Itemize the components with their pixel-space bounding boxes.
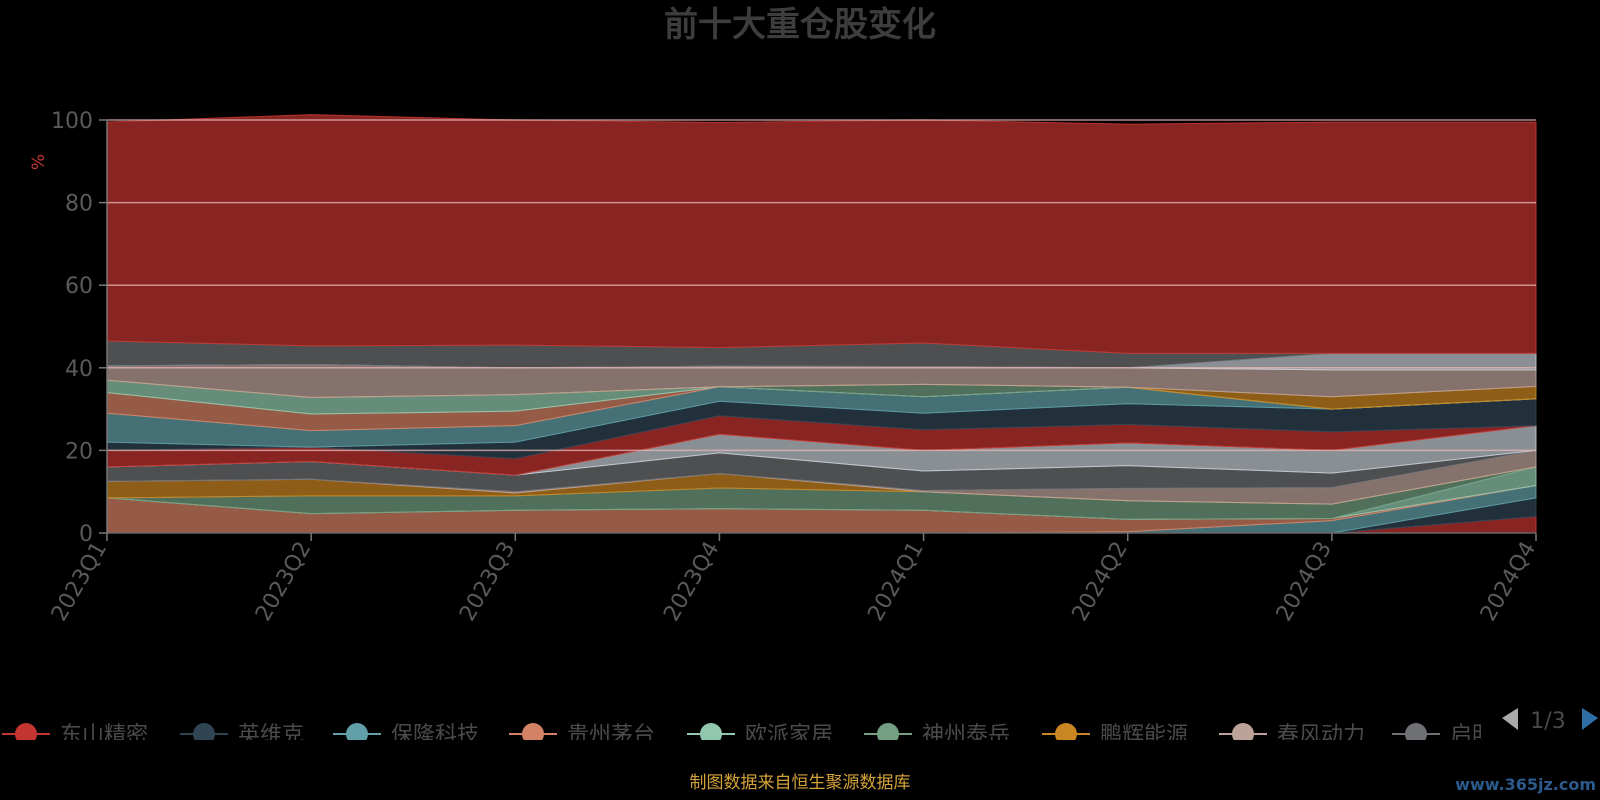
series-area-20[interactable] (106, 114, 1537, 354)
y-axis: 0 20 40 60 80 100 (51, 109, 1536, 547)
legend-item[interactable]: 东山精密 (2, 723, 148, 748)
legend-marker-icon (1232, 723, 1254, 740)
legend-label: 启明星辰 (1450, 723, 1538, 748)
legend-label: 东山精密 (60, 723, 148, 748)
legend-item[interactable]: 启明星辰 (1392, 723, 1538, 748)
y-tick-label: 100 (51, 109, 93, 134)
legend-prev-icon[interactable] (1502, 708, 1518, 730)
y-tick-label: 40 (65, 357, 93, 382)
chart-title: 前十大重仓股变化 (664, 5, 936, 45)
y-tick-label: 20 (65, 439, 93, 464)
legend-marker-icon (15, 723, 37, 740)
x-tick-label: 2024Q4 (1476, 538, 1541, 626)
legend-label: 神州泰岳 (922, 723, 1010, 748)
legend-marker-icon (1405, 723, 1427, 740)
y-tick-label: 0 (79, 522, 93, 547)
y-tick-label: 60 (65, 274, 93, 299)
legend-item[interactable]: 欧派家居 (687, 723, 833, 748)
legend-item[interactable]: 鹏辉能源 (1042, 723, 1188, 748)
legend-page-indicator: 1/3 (1530, 709, 1565, 734)
x-tick-label: 2023Q4 (659, 538, 724, 626)
legend-label: 春风动力 (1277, 723, 1365, 748)
legend-marker-icon (700, 723, 722, 740)
watermark: www.365jz.com (1455, 775, 1596, 794)
legend-label: 欧派家居 (745, 723, 833, 748)
legend-items: 东山精密 英维克 保隆科技 贵州茅台 欧派家居 神州泰岳 鹏辉能源 春风动力 启明星辰 (2, 723, 1538, 748)
x-tick-label: 2024Q2 (1068, 538, 1133, 626)
legend-marker-icon (193, 723, 215, 740)
legend-label: 贵州茅台 (567, 723, 655, 748)
legend-next-icon[interactable] (1582, 708, 1598, 730)
x-tick-label: 2023Q1 (47, 538, 112, 626)
legend-label: 保隆科技 (391, 723, 479, 748)
x-axis: 2023Q1 2023Q2 2023Q3 2023Q4 2024Q1 2024Q2 2024… (47, 533, 1541, 626)
y-tick-label: 80 (65, 192, 93, 217)
legend-label: 英维克 (238, 723, 304, 748)
y-axis-label: % (29, 154, 49, 170)
legend: 东山精密 英维克 保隆科技 贵州茅台 欧派家居 神州泰岳 鹏辉能源 春风动力 启明星辰 (2, 723, 1538, 748)
x-tick-label: 2024Q3 (1272, 538, 1337, 626)
plot-area (106, 114, 1537, 534)
legend-pager: 1/3 (1502, 708, 1598, 734)
data-source-note: 制图数据来自恒生聚源数据库 (690, 773, 911, 793)
legend-item[interactable]: 英维克 (180, 723, 304, 748)
x-tick-label: 2023Q3 (455, 538, 520, 626)
legend-item[interactable]: 贵州茅台 (509, 723, 655, 748)
legend-item[interactable]: 神州泰岳 (864, 723, 1010, 748)
x-tick-label: 2024Q1 (863, 538, 928, 626)
legend-marker-icon (1055, 723, 1077, 740)
x-tick-label: 2023Q2 (251, 538, 316, 626)
legend-marker-icon (877, 723, 899, 740)
legend-label: 鹏辉能源 (1100, 723, 1188, 748)
legend-marker-icon (522, 723, 544, 740)
legend-item[interactable]: 保隆科技 (333, 723, 479, 748)
legend-item[interactable]: 春风动力 (1219, 723, 1365, 748)
legend-marker-icon (346, 723, 368, 740)
